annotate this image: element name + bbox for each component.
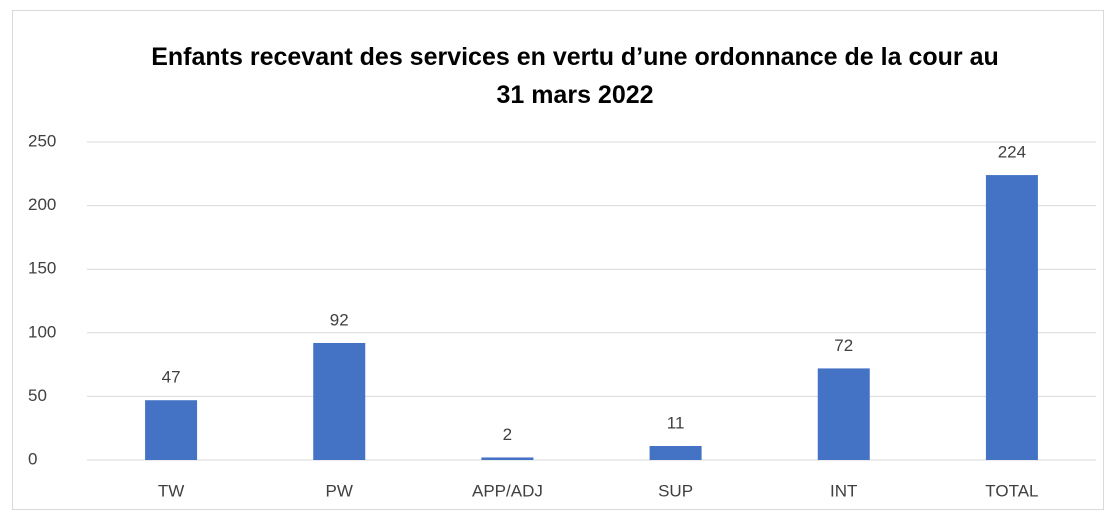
x-tick-label: SUP (658, 481, 693, 500)
bar (985, 175, 1038, 460)
bar (481, 457, 534, 460)
y-tick-label: 0 (28, 449, 37, 468)
x-tick-label: TW (158, 481, 184, 500)
data-label: 11 (667, 413, 685, 432)
data-label: 224 (998, 143, 1026, 162)
y-tick-label: 150 (28, 259, 56, 278)
bar (817, 368, 870, 460)
y-tick-label: 200 (28, 195, 56, 214)
x-tick-label: INT (830, 481, 857, 500)
bar (145, 400, 198, 460)
x-tick-label: TOTAL (985, 481, 1038, 500)
x-tick-label: APP/ADJ (472, 481, 543, 500)
chart-frame (12, 10, 1104, 510)
x-tick-label: PW (326, 481, 353, 500)
chart-title: Enfants recevant des services en vertu d… (151, 43, 999, 109)
data-label: 92 (330, 310, 349, 329)
data-label: 2 (503, 425, 512, 444)
y-tick-label: 250 (28, 131, 56, 150)
y-tick-label: 100 (28, 322, 56, 341)
data-label: 72 (834, 336, 853, 355)
data-label: 47 (162, 368, 181, 387)
bar (313, 342, 366, 460)
bar (649, 446, 702, 460)
y-tick-label: 50 (28, 386, 47, 405)
